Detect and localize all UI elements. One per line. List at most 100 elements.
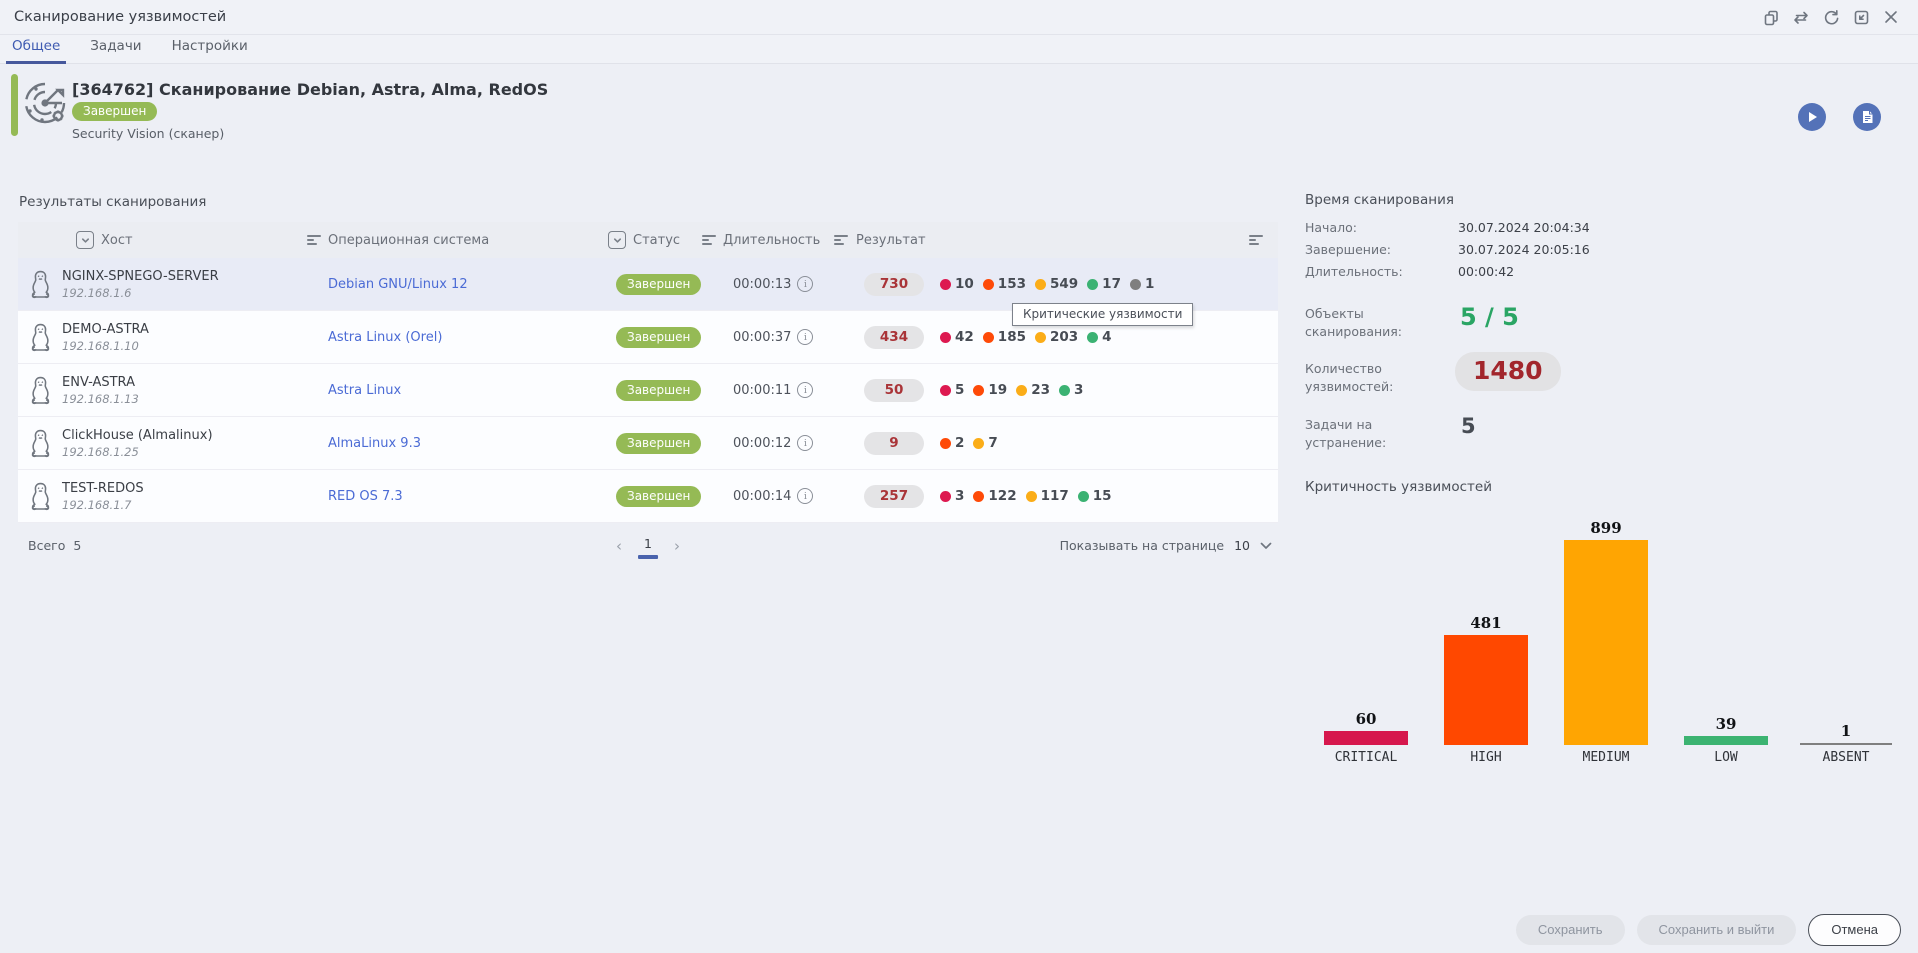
info-icon[interactable]: i [797,435,814,451]
table-row[interactable]: NGINX-SPNEGO-SERVER 192.168.1.6 Debian G… [18,258,1278,311]
window-toolbar [1762,0,1900,34]
scan-status-badge: Завершен [72,102,158,121]
duration-value: 00:00:12 [733,435,792,451]
next-page-button[interactable]: › [673,536,680,555]
info-icon[interactable]: i [797,382,814,398]
os-link[interactable]: RED OS 7.3 [328,488,403,504]
close-icon[interactable] [1882,8,1900,26]
duration-value: 00:00:14 [733,488,792,504]
table-row[interactable]: ENV-ASTRA 192.168.1.13 Astra Linux Завер… [18,364,1278,417]
prev-page-button[interactable]: ‹ [616,536,623,555]
host-ip: 192.168.1.10 [62,338,139,353]
save-exit-button[interactable]: Сохранить и выйти [1636,915,1797,945]
chart-category-label: CRITICAL [1334,750,1398,765]
tab-tasks[interactable]: Задачи [90,38,142,54]
tab-settings[interactable]: Настройки [171,38,248,54]
duration-value: 00:00:11 [733,382,792,398]
report-button[interactable] [1853,103,1881,131]
table-body: NGINX-SPNEGO-SERVER 192.168.1.6 Debian G… [18,258,1278,523]
tab-bar: Общее Задачи Настройки [0,35,1918,64]
host-sort-icon[interactable] [307,235,322,245]
chart-category-label: HIGH [1470,750,1502,765]
page-size-value: 10 [1234,538,1250,553]
critical-dot-icon [940,490,951,502]
bar-value-label: 39 [1715,715,1737,733]
info-icon[interactable]: i [797,488,814,504]
linux-host-icon [31,323,49,351]
row-status-badge: Завершен [616,379,702,401]
os-link[interactable]: Astra Linux (Orel) [328,329,443,345]
severity-count-absent: 1 [1129,276,1154,292]
table-row[interactable]: ClickHouse (Almalinux) 192.168.1.25 Alma… [18,417,1278,470]
scan-accent-bar [11,74,18,136]
column-header-host: Хост [101,232,133,248]
refresh-icon[interactable] [1822,8,1840,26]
copy-icon[interactable] [1762,8,1780,26]
host-name: TEST-REDOS [62,480,144,496]
severity-count-high: 122 [973,488,1017,504]
chevron-down-icon [1260,538,1272,553]
pagination-total-value: 5 [73,538,82,553]
chart-category-label: LOW [1714,750,1738,765]
objects-label: Объекты сканирования: [1305,306,1403,340]
high-dot-icon [982,331,994,343]
current-page[interactable]: 1 [638,534,658,559]
page-size-select[interactable]: Показывать на странице 10 [1060,538,1272,553]
high-dot-icon [973,384,985,396]
severity-tooltip: Критические уязвимости [1012,303,1194,326]
low-dot-icon [1077,490,1089,502]
critical-dot-icon [940,278,951,290]
cancel-button[interactable]: Отмена [1808,914,1901,946]
tab-general[interactable]: Общее [5,38,67,64]
info-icon[interactable]: i [797,276,814,292]
medium-dot-icon [1034,278,1046,290]
result-total: 50 [864,378,924,402]
duration-sort-icon[interactable] [834,235,849,245]
result-sort-icon[interactable] [1249,235,1264,245]
severity-count-medium: 203 [1034,329,1078,345]
save-button[interactable]: Сохранить [1515,915,1625,945]
high-dot-icon [982,278,994,290]
os-link[interactable]: Debian GNU/Linux 12 [328,276,468,292]
linux-host-icon [31,429,49,457]
os-link[interactable]: Astra Linux [328,382,402,398]
os-link[interactable]: AlmaLinux 9.3 [328,435,421,451]
vulns-count-badge: 1480 [1455,352,1561,391]
severity-counts: 5 19 23 3 [940,382,1083,398]
status-sort-icon[interactable] [702,235,717,245]
scan-radar-icon [22,78,68,128]
chart-categories: CRITICAL HIGH MEDIUM LOW ABSENT [1306,745,1906,765]
host-filter-box-icon[interactable] [76,231,94,249]
collapse-icon[interactable] [1852,8,1870,26]
low-dot-icon [1059,384,1070,396]
table-header: Хост Операционная система Статус Длитель… [18,222,1278,258]
info-icon[interactable]: i [797,329,814,345]
scan-time-title: Время сканирования [1305,192,1454,208]
severity-count-critical: 10 [940,276,974,292]
severity-count-high: 153 [982,276,1026,292]
bar-value-label: 481 [1470,614,1502,632]
status-filter-box-icon[interactable] [608,231,626,249]
severity-counts: 42 185 203 4 [940,329,1112,345]
duration-total-value: 00:00:42 [1458,264,1515,279]
low-dot-icon [1087,331,1099,343]
chart-bars: 60 481 899 39 1 [1306,500,1906,745]
run-scan-button[interactable] [1798,103,1826,131]
column-header-os: Операционная система [328,232,490,248]
end-label: Завершение: [1305,242,1391,257]
severity-count-medium: 117 [1025,488,1069,504]
tasks-value: 5 [1461,414,1476,438]
chart-bar-absent: 1 [1786,722,1906,745]
start-label: Начало: [1305,220,1357,235]
severity-count-high: 185 [982,329,1026,345]
table-row[interactable]: TEST-REDOS 192.168.1.7 RED OS 7.3 Заверш… [18,470,1278,523]
column-header-status: Статус [633,232,681,248]
severity-count-critical: 3 [940,488,964,504]
bar-value-label: 60 [1355,710,1377,728]
host-name: DEMO-ASTRA [62,321,149,337]
row-status-badge: Завершен [616,485,702,507]
column-header-result: Результат [856,232,926,248]
severity-counts: 10 153 549 17 1 [940,276,1154,292]
repeat-icon[interactable] [1792,8,1810,26]
